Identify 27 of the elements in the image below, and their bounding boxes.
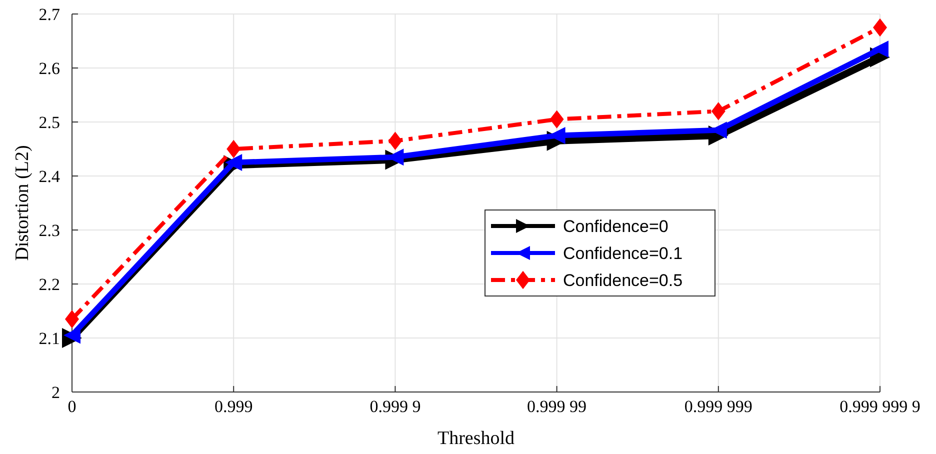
point — [226, 140, 241, 158]
y-tick-label: 2.4 — [38, 166, 60, 186]
point — [873, 18, 887, 37]
x-tick-label: 0.999 999 — [684, 397, 752, 416]
legend-label: Confidence=0.5 — [563, 270, 683, 290]
y-tick-label: 2.5 — [38, 112, 60, 132]
point — [550, 110, 564, 128]
x-tick-label: 0.999 — [214, 397, 253, 416]
x-axis-title: Threshold — [437, 428, 516, 449]
x-tick-label: 0.999 999 9 — [840, 397, 920, 416]
point — [872, 40, 888, 58]
y-tick-label: 2.2 — [38, 274, 60, 294]
legend-label: Confidence=0 — [563, 216, 668, 236]
y-tick-label: 2.7 — [38, 4, 60, 24]
y-tick-label: 2.3 — [38, 220, 60, 240]
x-tick-label: 0.999 9 — [370, 397, 421, 416]
y-tick-label: 2.6 — [38, 58, 60, 78]
point — [225, 154, 242, 171]
y-tick-label: 2 — [52, 382, 60, 402]
point — [65, 310, 79, 328]
y-axis-title: Distortion (L2) — [12, 145, 33, 261]
point — [711, 102, 726, 120]
point — [388, 132, 402, 150]
x-tick-label: 0.999 99 — [527, 397, 587, 416]
legend-label: Confidence=0.1 — [563, 244, 683, 263]
x-tick-label: 0 — [68, 397, 76, 416]
y-tick-label: 2.1 — [38, 328, 60, 348]
